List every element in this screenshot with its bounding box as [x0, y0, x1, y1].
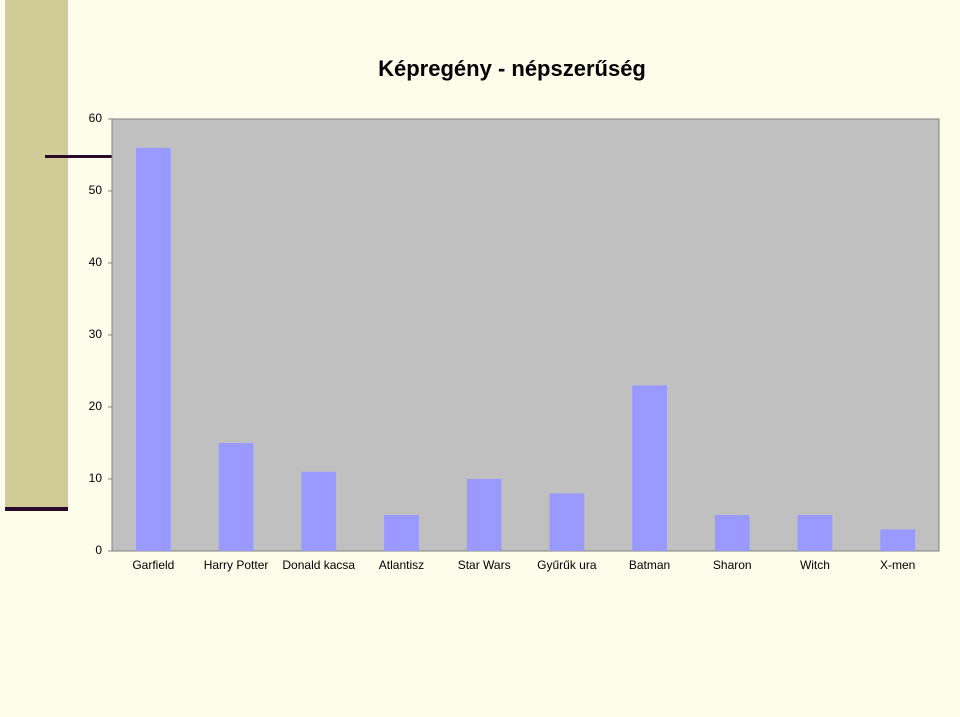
bar	[797, 515, 833, 551]
y-tick-label: 30	[89, 327, 103, 341]
x-tick-label: Atlantisz	[379, 558, 424, 572]
side-stripe	[5, 0, 68, 510]
bar	[135, 147, 171, 552]
accent-line	[45, 155, 112, 158]
bar	[880, 529, 916, 551]
x-tick-label: Garfield	[132, 558, 174, 572]
y-tick-label: 10	[89, 471, 103, 485]
bar	[714, 515, 750, 551]
bar	[549, 493, 585, 551]
accent-line	[5, 507, 68, 511]
x-tick-label: Witch	[800, 558, 830, 572]
y-tick-label: 20	[89, 399, 103, 413]
bar	[384, 515, 419, 551]
y-tick-label: 50	[89, 183, 103, 197]
x-tick-label: Star Wars	[458, 558, 511, 572]
y-tick-label: 0	[95, 543, 102, 557]
y-tick-label: 60	[89, 111, 103, 125]
y-tick-label: 40	[89, 255, 103, 269]
x-tick-label: Gyűrűk ura	[537, 558, 597, 572]
x-tick-label: X-men	[880, 558, 915, 572]
bar	[632, 385, 667, 551]
x-tick-label: Donald kacsa	[282, 558, 355, 572]
bar	[466, 479, 502, 551]
chart-title: Képregény - népszerűség	[378, 56, 646, 81]
x-tick-label: Batman	[629, 558, 670, 572]
bar	[301, 471, 337, 551]
x-tick-label: Harry Potter	[204, 558, 269, 572]
bar	[218, 443, 254, 551]
x-tick-label: Sharon	[713, 558, 752, 572]
